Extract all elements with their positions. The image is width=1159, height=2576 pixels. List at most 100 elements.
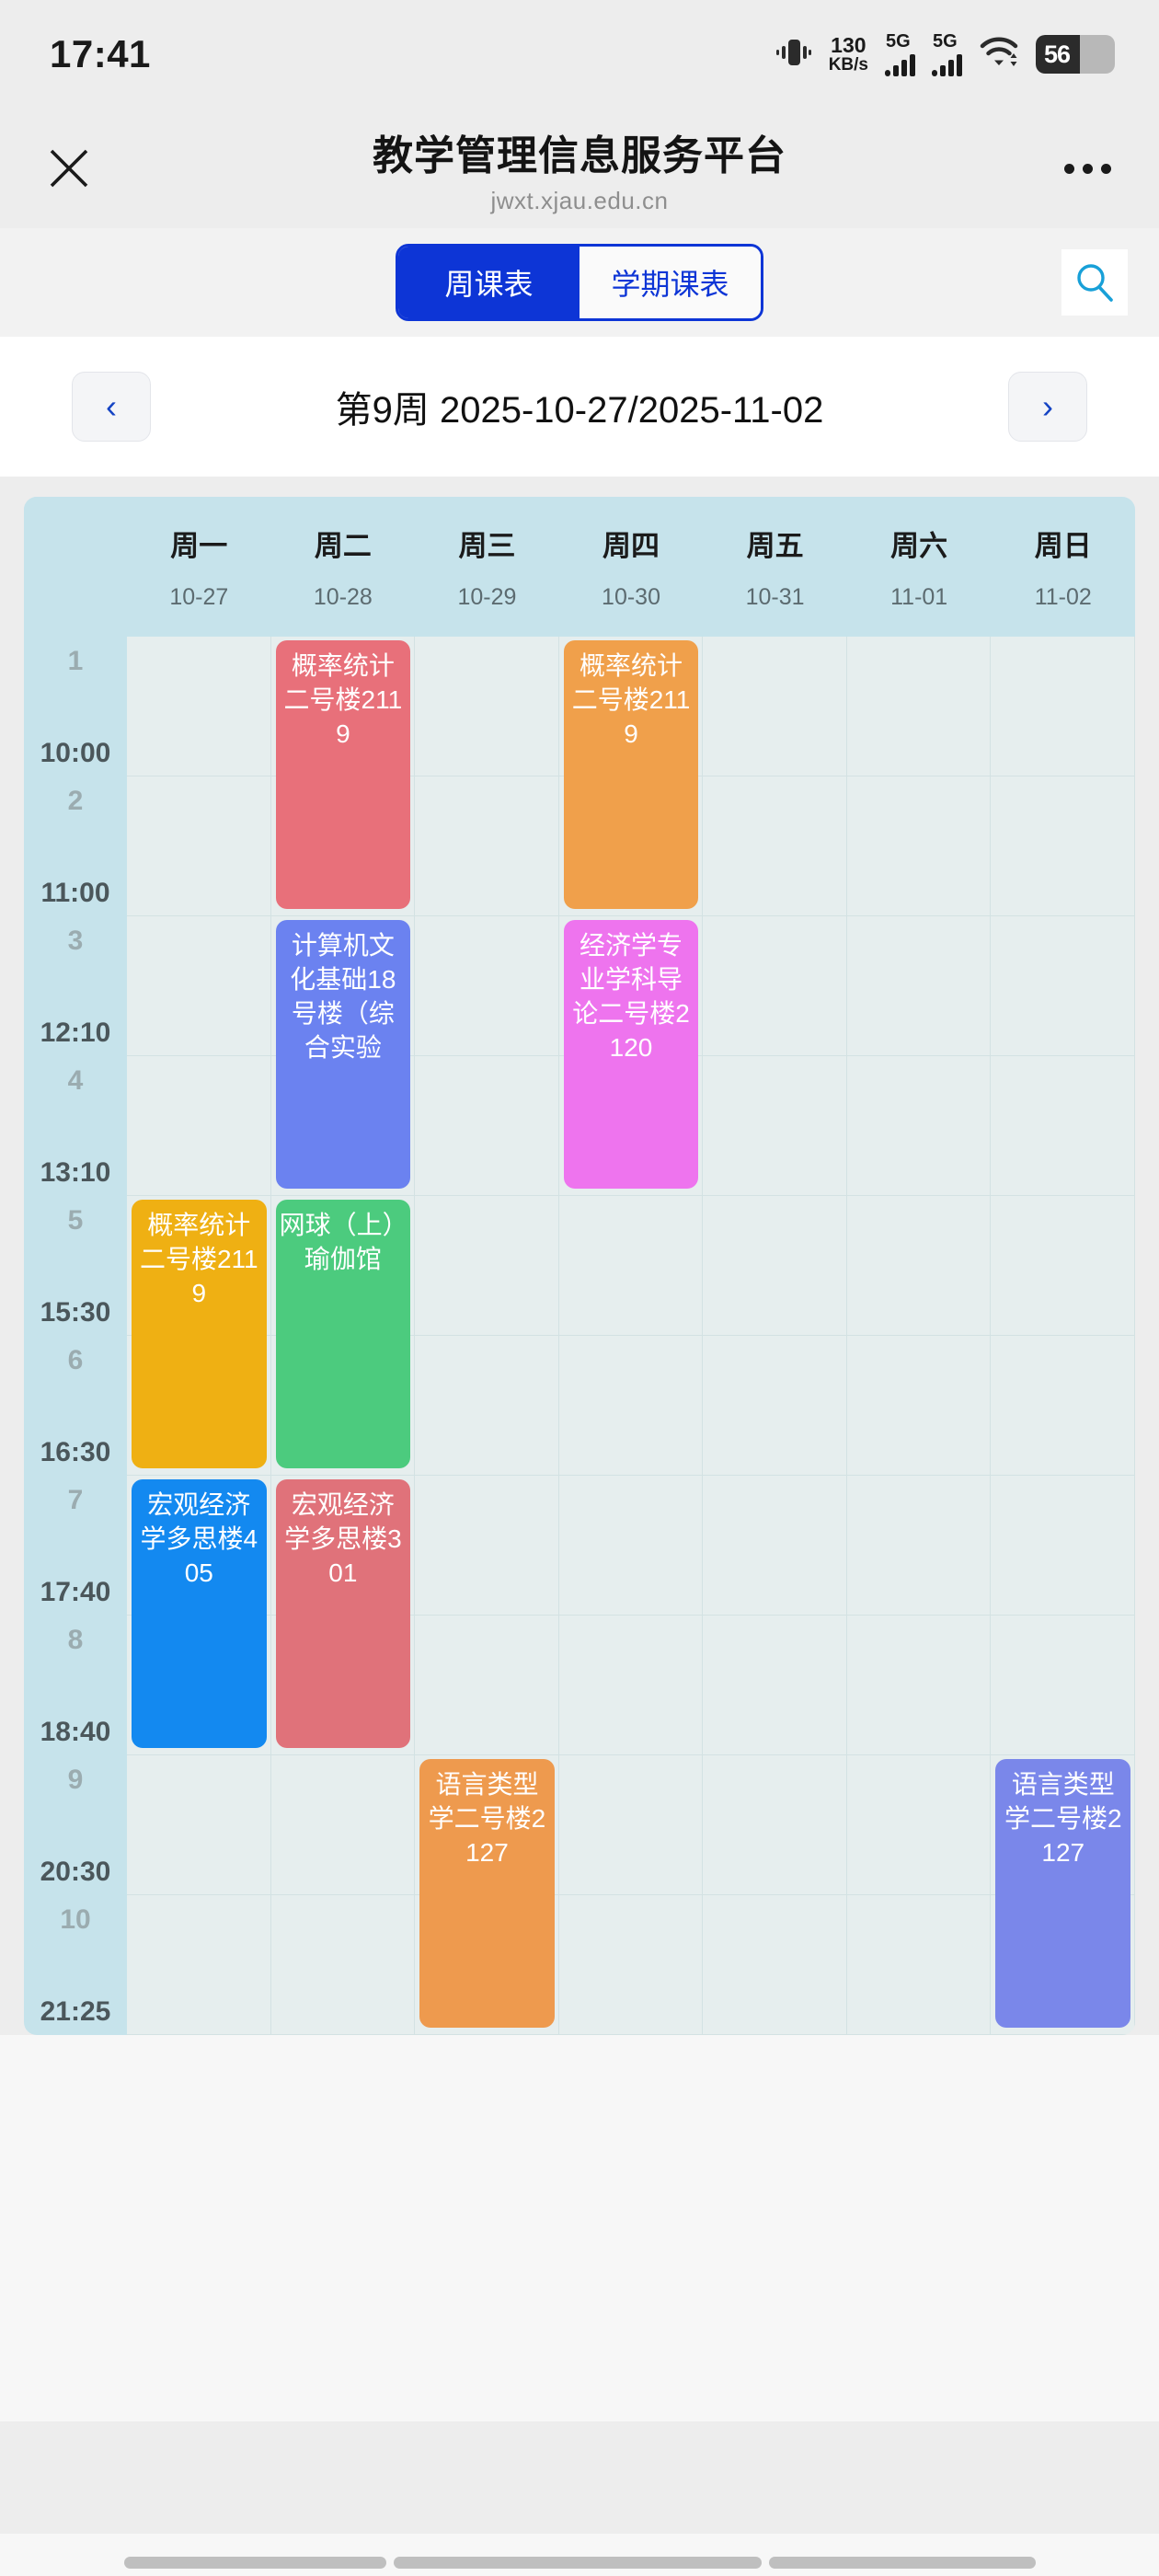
day-slots: 概率统计二号楼2119 经济学专业学科导论二号楼2120 xyxy=(558,637,704,2035)
empty-slot[interactable] xyxy=(846,1196,992,1336)
empty-slot[interactable] xyxy=(703,1196,847,1336)
empty-slot[interactable] xyxy=(991,1056,1135,1196)
empty-slot[interactable] xyxy=(558,1616,704,1755)
sim1-network-label: 5G xyxy=(886,31,911,52)
nav-back-hint[interactable] xyxy=(123,2557,386,2569)
empty-slot[interactable] xyxy=(558,1336,704,1476)
empty-slot[interactable] xyxy=(415,776,559,916)
course-name: 概率统计 xyxy=(291,651,395,680)
empty-slot[interactable] xyxy=(991,1616,1135,1755)
tab-term-schedule[interactable]: 学期课表 xyxy=(580,247,761,318)
empty-slot[interactable] xyxy=(127,637,271,776)
empty-slot[interactable] xyxy=(703,1056,847,1196)
empty-slot[interactable] xyxy=(846,1895,992,2035)
period-number: 6 xyxy=(67,1345,84,1375)
empty-slot[interactable] xyxy=(127,776,271,916)
day-header: 周二 10-28 xyxy=(270,497,416,637)
course-location: 二号楼2119 xyxy=(283,684,403,748)
empty-slot[interactable] xyxy=(415,1336,559,1476)
empty-slot[interactable] xyxy=(703,916,847,1056)
day-slots: 概率统计二号楼2119 宏观经济学多思楼405 xyxy=(127,637,271,2035)
next-week-button[interactable]: › xyxy=(1007,372,1087,442)
empty-slot[interactable] xyxy=(703,1476,847,1616)
course-location: 多思楼301 xyxy=(310,1524,402,1587)
close-icon[interactable] xyxy=(35,134,103,202)
day-date: 10-30 xyxy=(602,584,660,610)
empty-slot[interactable] xyxy=(991,637,1135,776)
time-slot-8: 8 18:40 xyxy=(24,1616,127,1755)
empty-slot[interactable] xyxy=(127,1895,271,2035)
time-column: 1 10:00 2 11:00 3 12:10 4 13:10 5 15:30 6 16:30 7 17:… xyxy=(24,497,127,2035)
empty-slot[interactable] xyxy=(127,916,271,1056)
course-card[interactable]: 宏观经济学多思楼301 xyxy=(275,1479,411,1748)
previous-week-button[interactable]: ‹ xyxy=(72,372,151,442)
empty-slot[interactable] xyxy=(991,1476,1135,1616)
empty-slot[interactable] xyxy=(558,1476,704,1616)
period-time: 13:10 xyxy=(40,1157,111,1188)
page-bottom-space xyxy=(0,2035,1159,2421)
empty-slot[interactable] xyxy=(991,916,1135,1056)
empty-slot[interactable] xyxy=(703,1336,847,1476)
course-card[interactable]: 计算机文化基础18号楼（综合实验 xyxy=(275,920,411,1189)
schedule-view-segmented-control[interactable]: 周课表 学期课表 xyxy=(396,244,763,321)
empty-slot[interactable] xyxy=(558,1196,704,1336)
network-speed-indicator: 130 KB/s xyxy=(829,34,868,75)
empty-slot[interactable] xyxy=(846,776,992,916)
tab-weekly-schedule[interactable]: 周课表 xyxy=(398,247,580,318)
course-card[interactable]: 语言类型学二号楼2127 xyxy=(419,1759,555,2028)
empty-slot[interactable] xyxy=(703,637,847,776)
empty-slot[interactable] xyxy=(703,1616,847,1755)
more-icon[interactable] xyxy=(1059,145,1117,192)
course-location: 二号楼2119 xyxy=(139,1244,258,1307)
empty-slot[interactable] xyxy=(846,1336,992,1476)
course-card[interactable]: 经济学专业学科导论二号楼2120 xyxy=(563,920,699,1189)
empty-slot[interactable] xyxy=(270,1755,416,1895)
empty-slot[interactable] xyxy=(846,1476,992,1616)
empty-slot[interactable] xyxy=(415,1196,559,1336)
empty-slot[interactable] xyxy=(991,1196,1135,1336)
day-date: 10-27 xyxy=(169,584,229,610)
empty-slot[interactable] xyxy=(991,1336,1135,1476)
course-location: 多思楼405 xyxy=(166,1524,258,1587)
nav-recents-hint[interactable] xyxy=(768,2557,1036,2569)
day-column-3: 周三 10-29 语言类型学二号楼2127 xyxy=(415,497,559,2035)
course-location: 二号楼2127 xyxy=(453,1803,546,1867)
empty-slot[interactable] xyxy=(415,637,559,776)
day-column-2: 周二 10-28 概率统计二号楼2119 计算机文化基础18号楼（综合实验 网球（上）瑜… xyxy=(270,497,416,2035)
day-slots xyxy=(703,637,847,2035)
empty-slot[interactable] xyxy=(415,1056,559,1196)
course-card[interactable]: 概率统计二号楼2119 xyxy=(275,640,411,909)
empty-slot[interactable] xyxy=(558,1895,704,2035)
empty-slot[interactable] xyxy=(703,1755,847,1895)
empty-slot[interactable] xyxy=(127,1755,271,1895)
course-name: 概率统计 xyxy=(147,1211,251,1239)
empty-slot[interactable] xyxy=(703,1895,847,2035)
day-date: 11-01 xyxy=(890,584,948,610)
empty-slot[interactable] xyxy=(703,776,847,916)
day-name: 周三 xyxy=(458,530,516,562)
course-location: 瑜伽馆 xyxy=(304,1244,382,1273)
empty-slot[interactable] xyxy=(846,1616,992,1755)
empty-slot[interactable] xyxy=(127,1056,271,1196)
course-card[interactable]: 概率统计二号楼2119 xyxy=(132,1200,267,1468)
course-card[interactable]: 概率统计二号楼2119 xyxy=(563,640,699,909)
empty-slot[interactable] xyxy=(846,1056,992,1196)
search-icon[interactable] xyxy=(1061,249,1128,316)
empty-slot[interactable] xyxy=(846,916,992,1056)
empty-slot[interactable] xyxy=(846,637,992,776)
day-date: 10-29 xyxy=(457,584,517,610)
empty-slot[interactable] xyxy=(846,1755,992,1895)
empty-slot[interactable] xyxy=(558,1755,704,1895)
course-card[interactable]: 网球（上） 瑜伽馆 xyxy=(275,1200,411,1468)
battery-percent: 56 xyxy=(1044,40,1071,68)
day-header: 周日 11-02 xyxy=(991,497,1135,637)
course-card[interactable]: 语言类型学二号楼2127 xyxy=(995,1759,1131,2028)
time-slot-9: 9 20:30 xyxy=(24,1755,127,1895)
empty-slot[interactable] xyxy=(415,916,559,1056)
empty-slot[interactable] xyxy=(991,776,1135,916)
nav-home-hint[interactable] xyxy=(393,2557,762,2569)
empty-slot[interactable] xyxy=(270,1895,416,2035)
course-card[interactable]: 宏观经济学多思楼405 xyxy=(132,1479,267,1748)
empty-slot[interactable] xyxy=(415,1476,559,1616)
empty-slot[interactable] xyxy=(415,1616,559,1755)
